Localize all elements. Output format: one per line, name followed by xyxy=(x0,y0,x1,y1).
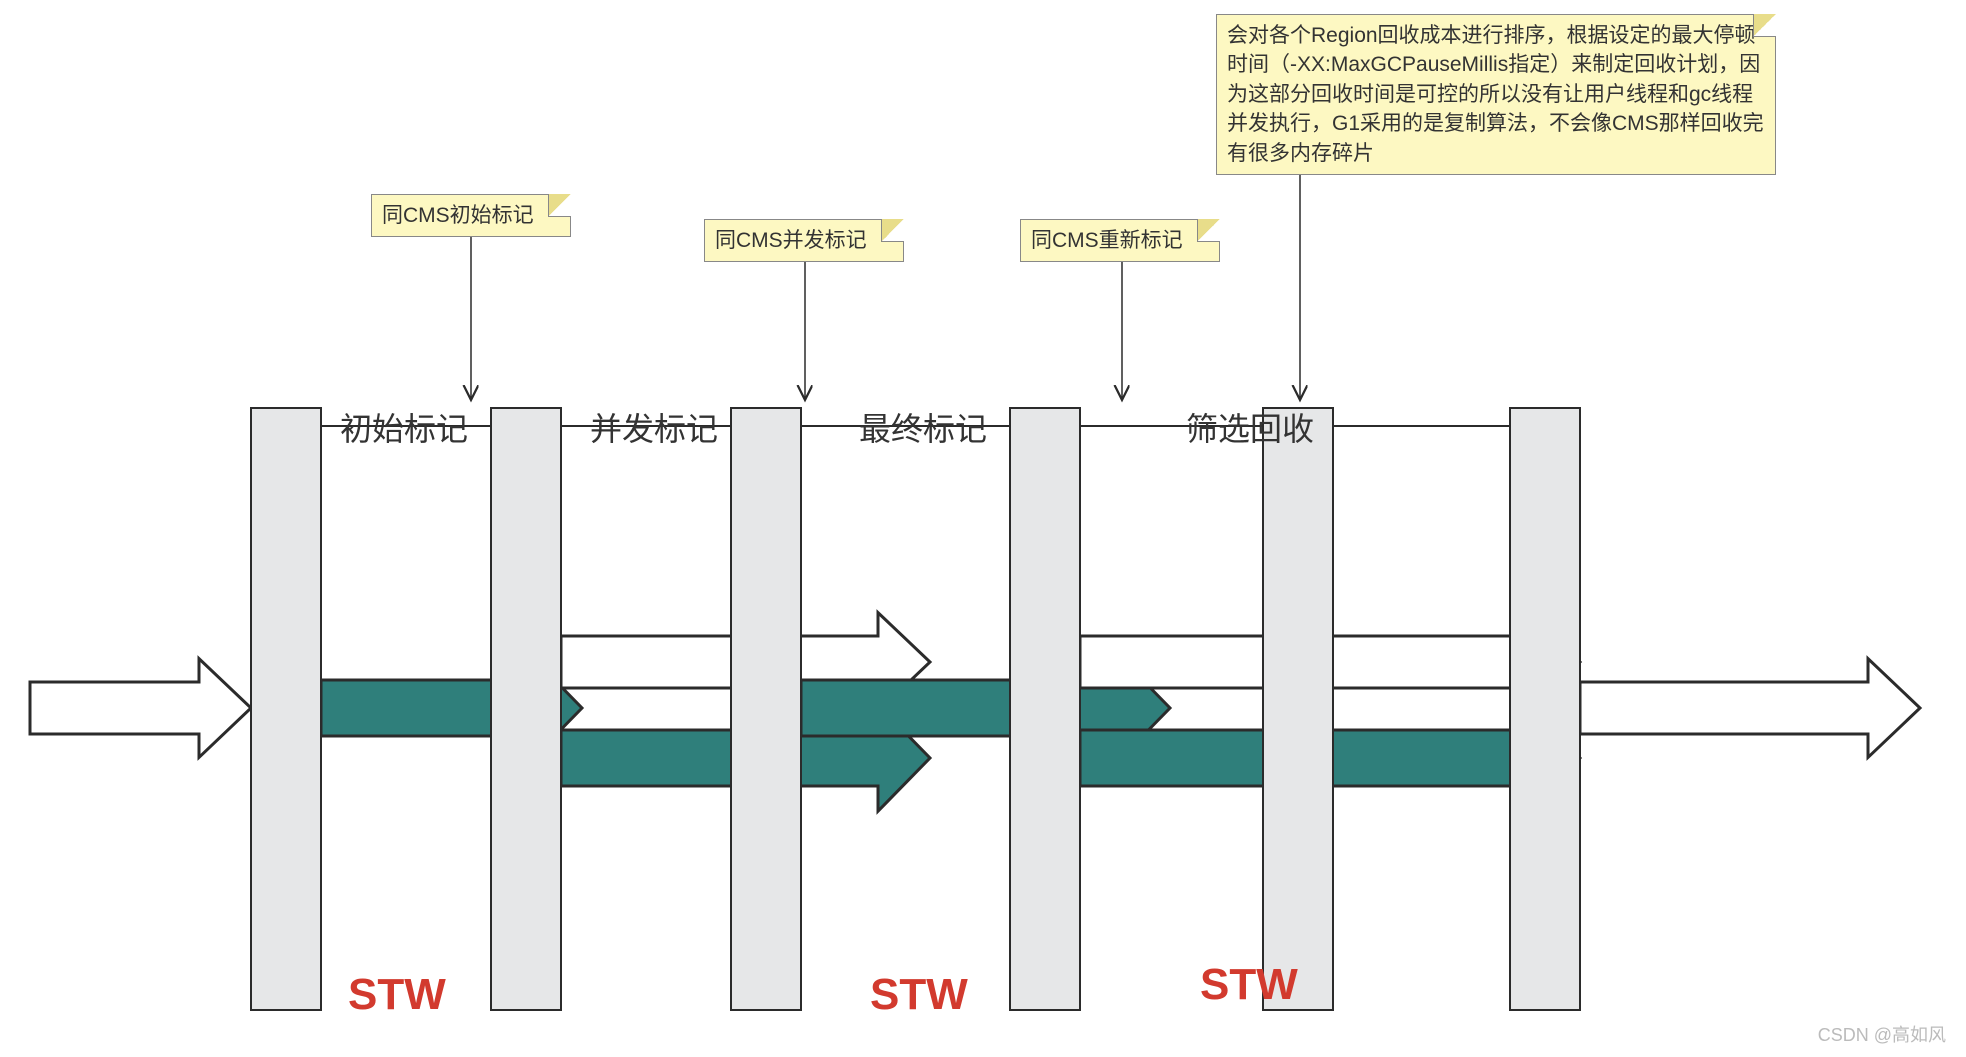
note-remark: 同CMS重新标记 xyxy=(1020,219,1220,262)
phase-concurrent-mark: 并发标记 xyxy=(590,404,718,450)
stw-label-2: STW xyxy=(870,970,968,1020)
watermark: CSDN @高如风 xyxy=(1818,1021,1946,1047)
note-concurrent-mark: 同CMS并发标记 xyxy=(704,219,904,262)
stw-label-3: STW xyxy=(1200,960,1298,1010)
note-text: 同CMS初始标记 xyxy=(382,204,534,227)
note-text: 同CMS重新标记 xyxy=(1031,229,1183,252)
phase-evacuation: 筛选回收 xyxy=(1186,404,1314,450)
note-initial-mark: 同CMS初始标记 xyxy=(371,194,571,237)
note-text: 会对各个Region回收成本进行排序，根据设定的最大停顿时间（-XX:MaxGC… xyxy=(1227,24,1764,165)
phase-final-mark: 最终标记 xyxy=(859,404,987,450)
stw-label-1: STW xyxy=(348,970,446,1020)
note-text: 同CMS并发标记 xyxy=(715,229,867,252)
note-evacuation: 会对各个Region回收成本进行排序，根据设定的最大停顿时间（-XX:MaxGC… xyxy=(1216,14,1776,175)
phase-initial-mark: 初始标记 xyxy=(340,404,468,450)
